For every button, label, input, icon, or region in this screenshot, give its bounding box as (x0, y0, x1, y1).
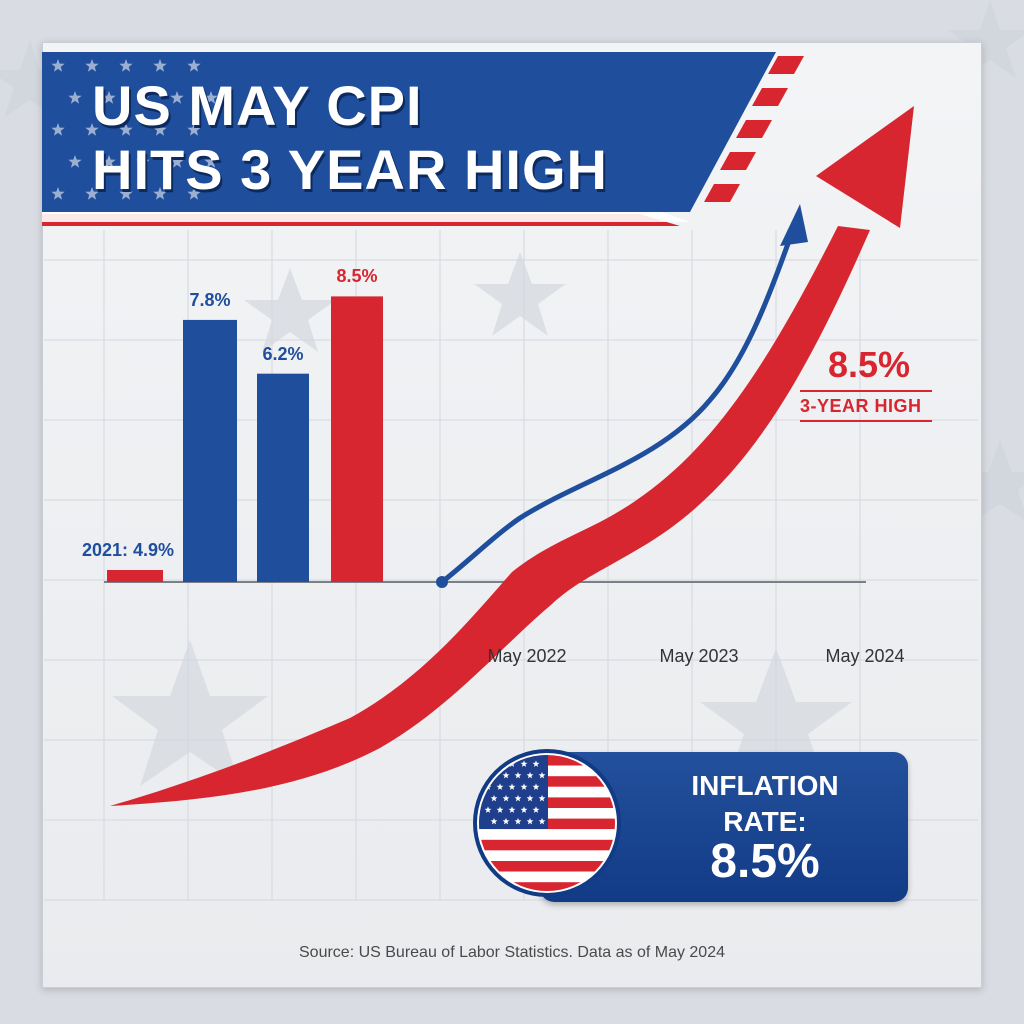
highlight-label: 3-YEAR HIGH (800, 396, 922, 416)
banner-star-icon (85, 187, 99, 200)
banner-star-icon (119, 59, 133, 72)
flag-star-icon (526, 771, 534, 779)
banner-star-icon (187, 187, 201, 200)
flag-star-icon (538, 794, 546, 802)
flag-star-icon (484, 806, 492, 813)
bar-1 (107, 570, 163, 582)
flag-star-icon (532, 806, 540, 813)
banner-star-icon (204, 91, 218, 104)
flag-stripe (479, 850, 615, 861)
flag-stripe (479, 839, 615, 851)
blue-trend-line (439, 235, 793, 585)
flag-star-icon (526, 794, 534, 802)
background-star-icon (956, 440, 1024, 522)
flag-stripe (479, 829, 615, 840)
banner-flag-stripes (704, 56, 804, 202)
banner-star-icon (136, 155, 150, 168)
bar-label-3: 6.2% (262, 343, 304, 364)
flag-star-icon (520, 760, 528, 767)
flag-star-icon (496, 806, 504, 813)
red-arrow-head-icon (816, 106, 914, 228)
flag-star-icon (502, 771, 510, 779)
banner-star-icon (119, 123, 133, 136)
flag-star-icon (532, 783, 540, 790)
bar-label-2: 7.8% (189, 289, 231, 310)
inflation-rate-value: 8.5% (710, 835, 820, 888)
panel-star-icon (244, 268, 336, 352)
flag-star-icon (496, 783, 504, 790)
us-flag-icon (473, 749, 621, 897)
flag-star-icon (484, 760, 492, 767)
background-star-icon (0, 40, 72, 118)
panel-star-icon (474, 252, 566, 336)
flag-star-icon (490, 794, 498, 802)
banner-star-icon (170, 91, 184, 104)
background-star-icon (948, 0, 1024, 78)
title-line-1: US MAY CPI (92, 74, 423, 137)
bar-3 (257, 373, 309, 582)
bar-4 (331, 296, 383, 582)
bar-2 (183, 319, 237, 582)
flag-star-icon (520, 806, 528, 813)
banner-star-icon (204, 155, 218, 168)
panel-star-icon (112, 640, 268, 786)
flag-star-icon (538, 771, 546, 779)
flag-star-icon (532, 760, 540, 767)
highlight-rule-top (800, 390, 932, 392)
banner-stars (51, 59, 218, 200)
banner-star-icon (170, 155, 184, 168)
banner-star-icon (51, 187, 65, 200)
bar-series (107, 296, 383, 582)
banner-star-icon (153, 123, 167, 136)
flag-star-icon (520, 783, 528, 790)
banner-blue (42, 52, 776, 212)
info-label-line-1: INFLATION (691, 770, 839, 801)
flag-star-icon (502, 794, 510, 802)
flag-stripe (479, 861, 615, 872)
banner-star-icon (68, 91, 82, 104)
flag-star-icon (514, 817, 522, 825)
banner-star-icon (187, 59, 201, 72)
flag-stripe (479, 871, 615, 883)
title-line-2: HITS 3 YEAR HIGH (92, 138, 608, 201)
bar-label-4: 8.5% (336, 266, 378, 287)
banner-star-icon (51, 59, 65, 72)
banner-star-icon (153, 59, 167, 72)
blue-trend-start (436, 576, 448, 588)
banner-star-icon (68, 155, 82, 168)
banner-star-icon (153, 187, 167, 200)
highlight-rule-bottom (800, 420, 932, 422)
x-label-2: May 2023 (659, 646, 739, 666)
bar-label-1: 2021: 4.9% (81, 540, 175, 560)
flag-star-icon (508, 783, 516, 790)
flag-star-icon (508, 806, 516, 813)
info-label-line-2: RATE: (723, 806, 807, 837)
banner-star-icon (102, 91, 116, 104)
x-label-3: May 2024 (825, 646, 905, 666)
inflation-rate-label: INFLATION RATE: (665, 768, 865, 840)
x-label-1: May 2022 (487, 646, 567, 666)
page-title: US MAY CPI HITS 3 YEAR HIGH (92, 74, 608, 202)
flag-star-icon (502, 817, 510, 825)
flag-star-icon (514, 771, 522, 779)
flag-star-icon (526, 817, 534, 825)
flag-stripe (479, 882, 615, 891)
flag-star-icon (514, 794, 522, 802)
flag-star-icon (538, 817, 546, 825)
flag-star-icon (490, 817, 498, 825)
banner-star-icon (102, 155, 116, 168)
banner-star-icon (85, 123, 99, 136)
banner-star-icon (136, 91, 150, 104)
banner-star-icon (51, 123, 65, 136)
banner-star-icon (187, 123, 201, 136)
blue-arrow-head-icon (780, 204, 808, 246)
highlight-value: 8.5% (828, 344, 911, 385)
banner (42, 52, 804, 226)
source-note: Source: US Bureau of Labor Statistics. D… (299, 944, 725, 961)
banner-star-icon (119, 187, 133, 200)
banner-star-icon (85, 59, 99, 72)
